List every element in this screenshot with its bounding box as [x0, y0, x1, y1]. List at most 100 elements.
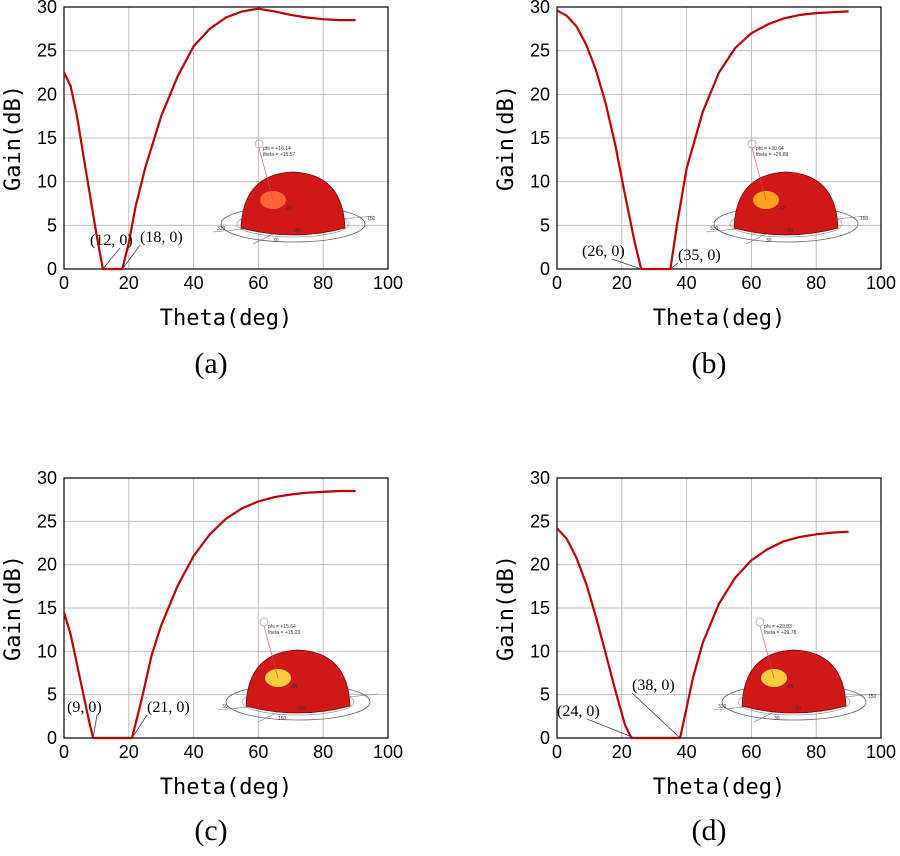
null-annotation: (38, 0) [632, 677, 675, 694]
y-tick-label: 0 [540, 728, 550, 748]
y-axis-label: Gain(dB) [1, 85, 26, 191]
y-tick-label: 15 [530, 128, 550, 148]
inset-scale-label: 150 [868, 694, 877, 700]
inset-scale-label: -30 [794, 706, 801, 712]
y-tick-label: 0 [47, 728, 57, 748]
x-tick-label: 0 [59, 742, 69, 762]
x-tick-label: 60 [248, 273, 268, 293]
inset-scale-label: 30 [766, 238, 772, 244]
panel-d: 0 20 40 60 80 100 0 5 10 15 20 25 30 Theta(deg) Gain(d… [494, 468, 896, 847]
inset-scale-label: -22 [778, 206, 785, 212]
inset-scale-label: -30 [293, 228, 300, 234]
x-tick-label: 100 [373, 273, 403, 293]
gain-line [62, 489, 356, 740]
y-tick-label: 20 [530, 84, 550, 104]
inset-pointer [751, 147, 767, 201]
x-tick-label: 60 [741, 742, 761, 762]
inset-theta-readout: theta = +29.89 [756, 152, 788, 158]
gain-line [556, 9, 849, 271]
inset-dome [245, 649, 351, 714]
x-tick-label: 40 [677, 742, 697, 762]
null-annotation: (35, 0) [678, 247, 721, 264]
inset-scale-label: 30 [222, 704, 228, 710]
y-tick-label: 30 [37, 0, 57, 17]
inset-dome [240, 171, 346, 236]
null-annotation: (12, 0) [90, 232, 133, 249]
y-tick-label: 10 [530, 172, 550, 192]
inset-theta-readout: theta = +15.57 [263, 152, 295, 158]
panel-b: 0 20 40 60 80 100 0 5 10 15 20 25 30 Theta(deg) Gain(d… [494, 0, 896, 380]
x-axis-label: Theta(deg) [160, 306, 292, 331]
x-tick-label: 80 [313, 273, 333, 293]
inset-dome [741, 649, 847, 714]
x-tick-label: 60 [741, 273, 761, 293]
x-axis-label: Theta(deg) [653, 306, 785, 331]
inset-theta-readout: theta = +15.23 [268, 630, 300, 636]
y-tick-label: 5 [540, 685, 550, 705]
inset-marker [747, 139, 757, 149]
y-tick-label: 20 [37, 555, 57, 575]
inset-scale-label: -22 [285, 206, 292, 212]
inset-phi-readout: phi = +30.64 [756, 146, 784, 152]
null-annotation: (26, 0) [582, 243, 625, 260]
y-tick-label: 25 [37, 41, 57, 61]
x-tick-label: 40 [184, 273, 204, 293]
inset-scale-label: 30 [273, 238, 279, 244]
panel-c: 0 20 40 60 80 100 0 5 10 15 20 25 30 Theta(deg) Gain(d… [1, 468, 403, 847]
x-tick-label: 100 [866, 273, 896, 293]
x-tick-label: 20 [612, 742, 632, 762]
inset-scale-label: 150 [367, 216, 376, 222]
y-tick-label: 10 [37, 172, 57, 192]
y-axis-label: Gain(dB) [1, 555, 26, 661]
null-annotation: (24, 0) [557, 703, 600, 720]
annotation-leader [92, 714, 98, 739]
inset-dome [733, 171, 839, 236]
inset-scale-label: -25 [786, 684, 793, 690]
x-tick-label: 0 [552, 742, 562, 762]
annotation-leader [121, 244, 141, 270]
annotation-leader [131, 714, 148, 739]
panel-a: 0 20 40 60 80 100 0 5 10 15 20 25 30 Theta(deg) Gain(d… [1, 0, 403, 380]
null-annotation: (9, 0) [67, 699, 102, 716]
x-tick-label: 100 [373, 742, 403, 762]
inset-scale-label: -30 [786, 228, 793, 234]
inset-scale-label: 330 [718, 704, 727, 710]
annotation-leader [586, 718, 635, 739]
y-tick-label: 30 [530, 468, 550, 488]
plot-frame [556, 6, 882, 270]
y-tick-label: 5 [47, 215, 57, 235]
x-tick-label: 40 [184, 742, 204, 762]
x-axis-label: Theta(deg) [653, 775, 785, 800]
inset-pointer [759, 625, 775, 679]
annotation-leader [631, 692, 681, 739]
x-tick-label: 100 [866, 742, 896, 762]
inset-scale-label: 150 [278, 716, 287, 722]
plot-frame [63, 477, 389, 739]
inset-marker [755, 617, 765, 627]
y-tick-label: 0 [47, 259, 57, 279]
inset-marker [254, 139, 264, 149]
x-tick-label: 20 [612, 273, 632, 293]
y-tick-label: 30 [37, 468, 57, 488]
x-tick-label: 40 [677, 273, 697, 293]
annotation-leader [102, 247, 121, 270]
y-tick-label: 5 [540, 215, 550, 235]
inset-pointer [263, 625, 279, 679]
x-axis-label: Theta(deg) [160, 775, 292, 800]
inset-theta-readout: theta = +29.78 [764, 630, 796, 636]
x-tick-label: 20 [119, 742, 139, 762]
y-axis-label: Gain(dB) [494, 555, 519, 661]
y-tick-label: 15 [37, 598, 57, 618]
panel-caption: (a) [194, 347, 227, 380]
inset-pointer [258, 147, 274, 201]
x-tick-label: 80 [313, 742, 333, 762]
x-tick-label: 60 [248, 742, 268, 762]
y-tick-label: 20 [37, 84, 57, 104]
y-tick-label: 15 [530, 598, 550, 618]
y-tick-label: 30 [530, 0, 550, 17]
inset-phi-readout: phi = +29.83 [764, 624, 792, 630]
x-tick-label: 80 [806, 742, 826, 762]
